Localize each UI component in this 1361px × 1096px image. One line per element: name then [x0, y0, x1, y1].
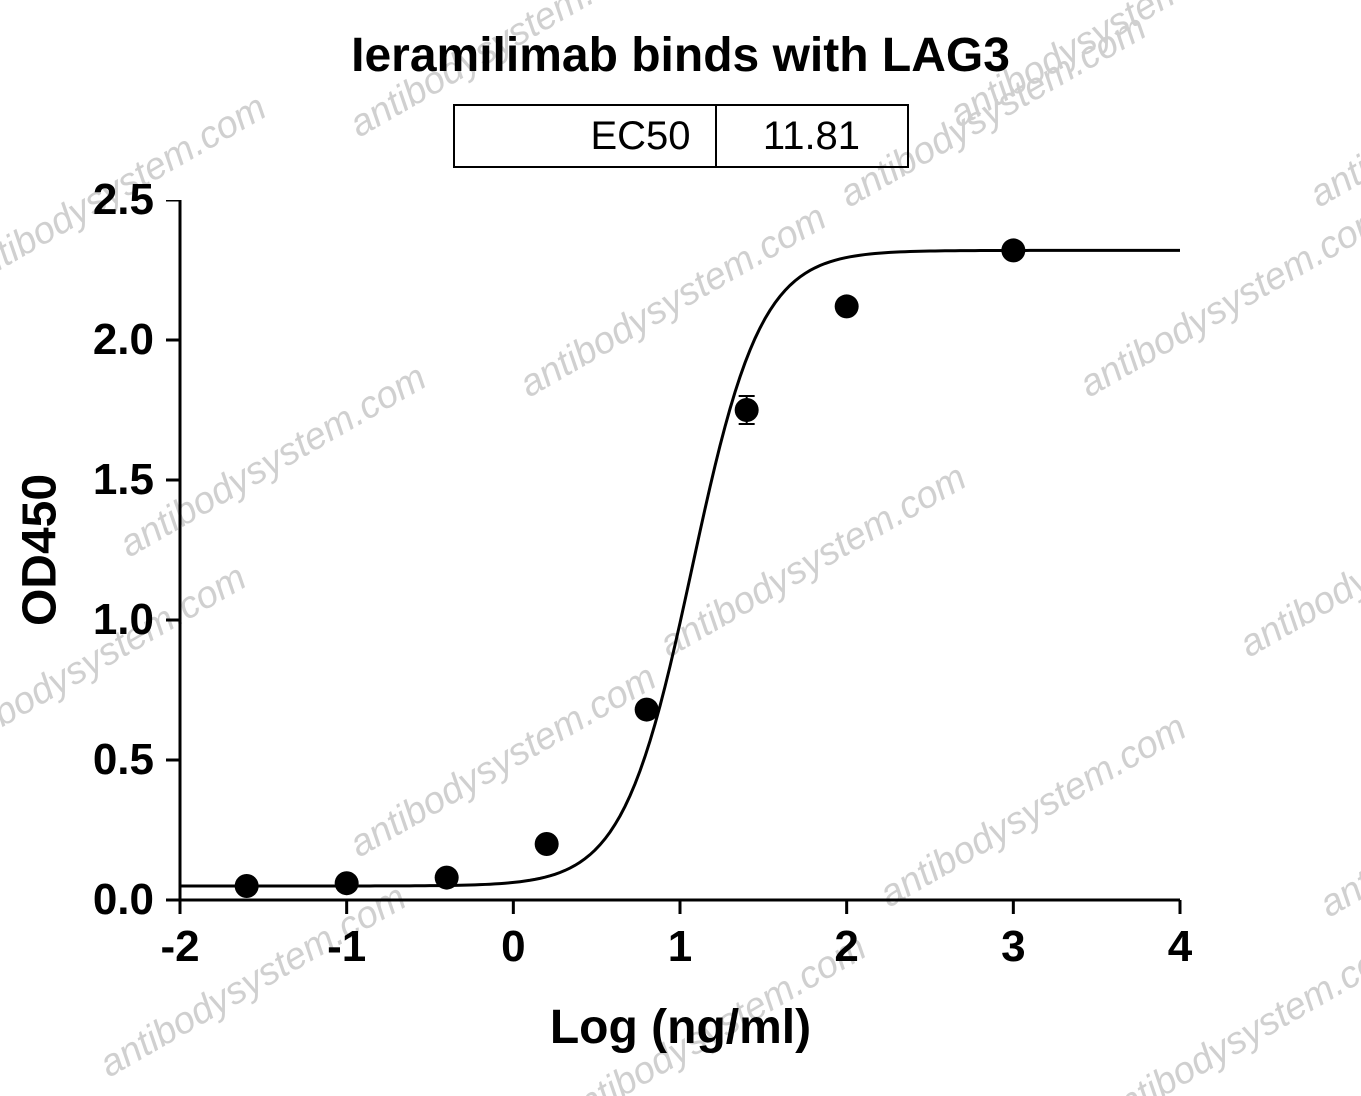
x-tick-label: 1: [668, 922, 692, 972]
plot-svg: [164, 200, 1182, 918]
y-tick-label: 1.0: [93, 595, 154, 645]
watermark-text: antibodysystem.com: [1232, 456, 1361, 666]
y-axis-label: OD450: [13, 474, 68, 626]
watermark-text: antibodysystem.com: [1312, 716, 1361, 926]
ec50-value: 11.81: [717, 106, 907, 166]
ec50-box: EC50 11.81: [453, 104, 909, 168]
y-tick-label: 2.0: [93, 315, 154, 365]
x-tick-label: 2: [834, 922, 858, 972]
plot-region: [180, 200, 1180, 900]
x-tick-label: -2: [160, 922, 199, 972]
x-axis-label: Log (ng/ml): [0, 1000, 1361, 1055]
y-tick-label: 2.5: [93, 175, 154, 225]
y-tick-label: 0.5: [93, 735, 154, 785]
y-tick-label: 0.0: [93, 875, 154, 925]
x-tick-label: 4: [1168, 922, 1192, 972]
ec50-label: EC50: [455, 106, 715, 166]
y-tick-label: 1.5: [93, 455, 154, 505]
x-tick-label: -1: [327, 922, 366, 972]
x-tick-label: 0: [501, 922, 525, 972]
chart-title: Ieramilimab binds with LAG3: [0, 28, 1361, 83]
x-tick-label: 3: [1001, 922, 1025, 972]
chart-container: antibodysystem.comantibodysystem.comanti…: [0, 0, 1361, 1096]
